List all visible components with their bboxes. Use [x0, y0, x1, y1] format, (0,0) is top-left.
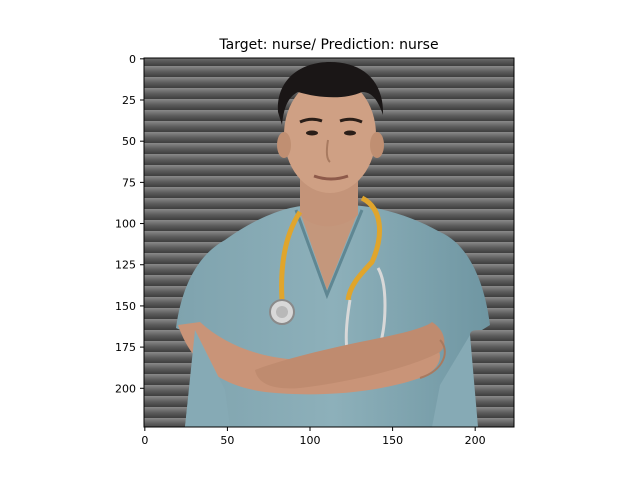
y-tick-label: 50	[122, 135, 136, 148]
y-tick-label: 150	[115, 300, 136, 313]
scrubs-v-neck	[300, 212, 358, 290]
stethoscope-tubing	[279, 210, 303, 301]
image-area	[144, 58, 514, 427]
x-tick-label: 150	[382, 434, 403, 447]
y-tick-label: 0	[129, 53, 136, 66]
y-tick-label: 200	[115, 382, 136, 395]
hair	[277, 62, 384, 125]
y-tick-label: 175	[115, 341, 136, 354]
face	[284, 77, 376, 193]
right-forearm	[255, 322, 445, 389]
y-tick-label: 100	[115, 218, 136, 231]
left-forearm	[178, 322, 440, 395]
axes-frame	[143, 57, 515, 428]
x-axis: 0 50 100 150 200	[141, 427, 486, 447]
y-tick-label: 25	[122, 94, 136, 107]
x-tick-label: 50	[220, 434, 234, 447]
chart-title: Target: nurse/ Prediction: nurse	[218, 37, 438, 53]
x-tick-label: 200	[465, 434, 486, 447]
y-axis: 0 25 50 75 100 125 150 175 200	[115, 53, 144, 395]
y-tick-label: 125	[115, 259, 136, 272]
y-tick-label: 75	[122, 176, 136, 189]
x-tick-label: 100	[300, 434, 321, 447]
x-tick-label: 0	[141, 434, 148, 447]
